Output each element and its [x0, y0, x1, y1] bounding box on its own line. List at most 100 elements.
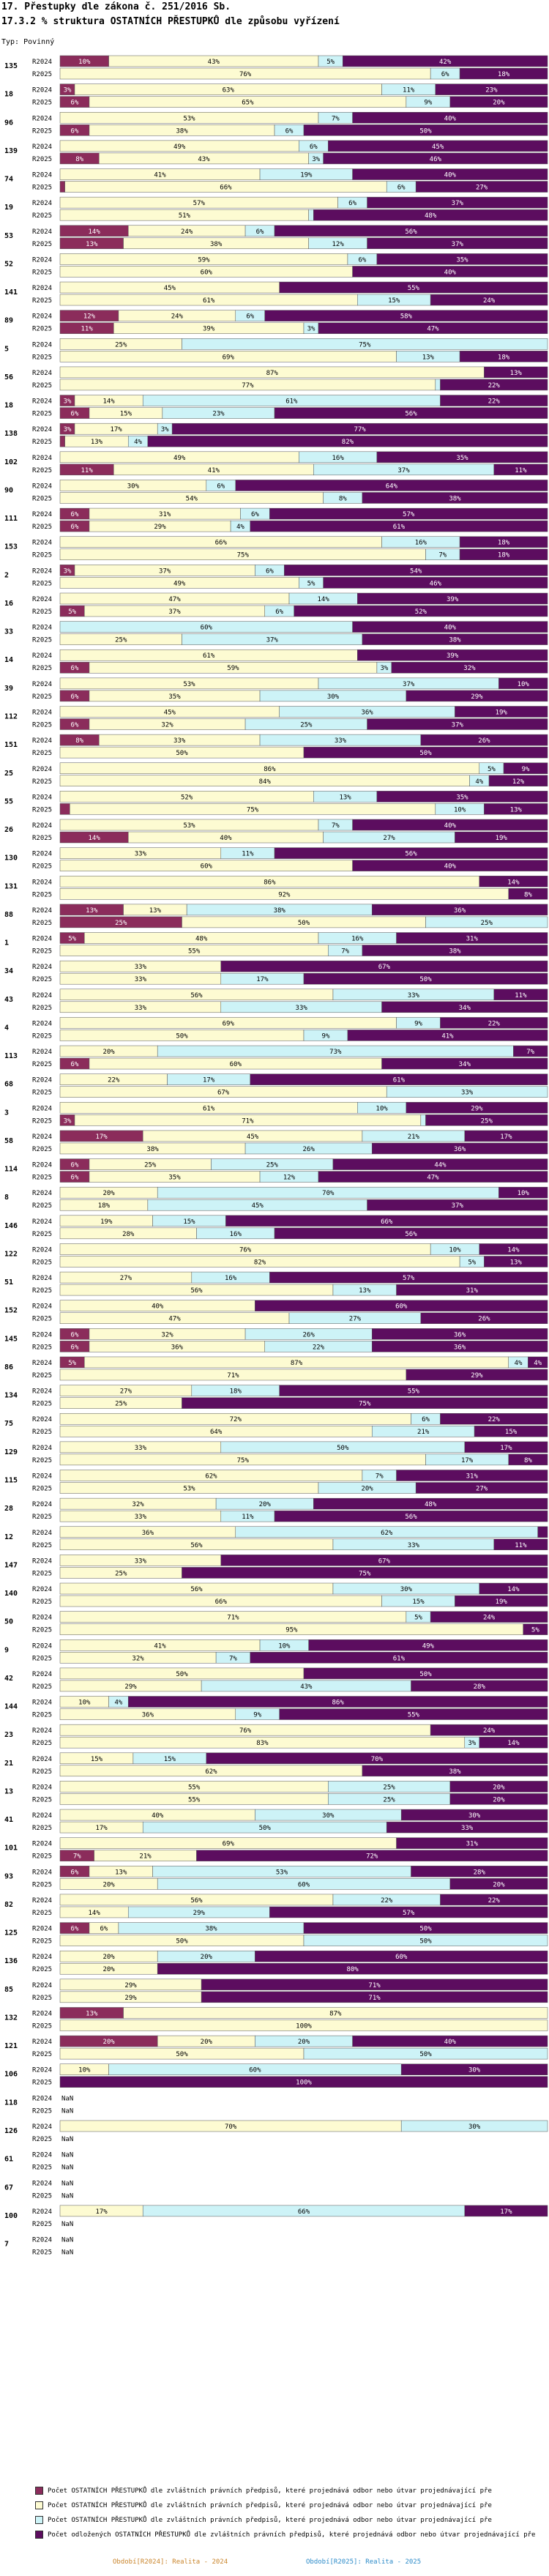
bar-value-label: 35% — [168, 693, 181, 701]
bar-segment — [255, 1300, 548, 1311]
row-label: R2024 — [32, 625, 52, 632]
bar-value-label: 18% — [230, 1388, 242, 1396]
bar-value-label: 6% — [71, 411, 79, 418]
bar-value-label: 6% — [246, 313, 254, 321]
bar-segment — [303, 1667, 548, 1680]
footer-period-2025: Období[R2025]: Realita - 2025 — [306, 2558, 422, 2566]
row-label: R2025 — [32, 1655, 52, 1662]
bar-value-label: 8% — [524, 891, 532, 898]
bar-value-label: 6% — [100, 1926, 108, 1933]
group-label: 86 — [4, 1363, 13, 1371]
bar-segment — [371, 1142, 548, 1155]
bar-value-label: 40% — [152, 1812, 164, 1820]
row-label: R2025 — [32, 835, 52, 842]
row-label: R2025 — [32, 665, 52, 672]
bar-value-label: 50% — [176, 2051, 188, 2058]
bar-segment — [406, 690, 548, 702]
bar-value-label: 36% — [454, 1344, 466, 1351]
row-label: R2024 — [32, 256, 52, 264]
bar-segment — [459, 67, 548, 80]
bar-segment — [269, 507, 548, 520]
row-label: R2025 — [32, 1881, 52, 1888]
row-label: R2025 — [32, 1457, 52, 1464]
bar-segment — [537, 1526, 548, 1538]
bar-value-label: 13% — [149, 907, 162, 915]
bar-value-label: 9% — [322, 1032, 330, 1040]
bar-value-label: 40% — [152, 1303, 164, 1311]
row-label: R2025 — [32, 806, 52, 814]
row-label: R2024 — [32, 1727, 52, 1735]
bar-segment — [435, 83, 548, 95]
group-label: 25 — [4, 770, 13, 778]
bar-value-label: 41% — [154, 172, 166, 179]
bar-value-label: 13% — [510, 370, 523, 377]
bar-value-label: 55% — [188, 1796, 201, 1803]
row-label: R2024 — [32, 907, 52, 915]
row-label: R2024 — [32, 115, 52, 122]
bar-value-label: 24% — [483, 1727, 496, 1735]
chart-legend: Počet OSTATNÍCH PŘESTUPKŮ dle zvláštních… — [35, 2484, 548, 2542]
group-label: 135 — [4, 62, 18, 70]
bar-value-label: 6% — [251, 511, 259, 518]
bar-value-label: 59% — [227, 665, 239, 672]
bar-value-label: 42% — [439, 59, 452, 66]
bar-value-label: 13% — [91, 439, 103, 446]
bar-segment — [323, 152, 548, 165]
bar-segment — [440, 1412, 548, 1425]
bar-value-label: 66% — [220, 185, 232, 192]
bar-value-label: 39% — [447, 596, 459, 603]
row-label: R2024 — [32, 794, 52, 801]
group-label: 152 — [4, 1307, 18, 1315]
row-label: R2024 — [32, 172, 52, 179]
bar-segment — [123, 2007, 548, 2019]
bar-value-label: 67% — [217, 1090, 230, 1097]
bar-segment — [371, 1341, 548, 1352]
group-label: 13 — [4, 1787, 13, 1795]
bar-value-label: 17% — [500, 1445, 512, 1452]
row-label: R2025 — [32, 156, 52, 163]
group-label: 147 — [4, 1561, 18, 1569]
bar-value-label: 40% — [444, 269, 457, 276]
bar-value-label: 22% — [488, 1020, 501, 1027]
bar-value-label: 33% — [335, 737, 347, 745]
bar-value-label: 26% — [478, 1316, 490, 1323]
group-label: 7 — [4, 2241, 9, 2249]
row-label: R2025 — [32, 1514, 52, 1521]
bar-segment — [279, 1708, 548, 1720]
bar-segment — [493, 989, 548, 1001]
row-label: R2025 — [32, 2107, 52, 2115]
group-label: 145 — [4, 1335, 18, 1343]
bar-segment — [308, 209, 314, 221]
group-label: 75 — [4, 1420, 13, 1428]
bar-segment — [376, 451, 548, 464]
bar-value-label: 55% — [188, 948, 201, 956]
bar-value-label: 62% — [205, 1768, 217, 1776]
row-label: R2025 — [32, 1429, 52, 1436]
bar-segment — [332, 1158, 548, 1170]
bar-value-label: 40% — [444, 2039, 457, 2046]
bar-value-label: 37% — [159, 567, 171, 575]
bar-value-label: 50% — [176, 1671, 188, 1678]
bar-value-label: 87% — [266, 370, 279, 377]
bar-segment — [362, 1765, 548, 1777]
legend-label: Počet OSTATNÍCH PŘESTUPKŮ dle zvláštních… — [48, 2487, 492, 2495]
row-label: R2025 — [32, 948, 52, 956]
bar-value-label: 15% — [388, 297, 400, 305]
bar-value-label: 20% — [493, 100, 505, 107]
bar-segment — [498, 677, 548, 690]
row-label: R2024 — [32, 426, 52, 433]
row-label: R2025 — [32, 1401, 52, 1408]
bar-value-label: 5% — [68, 608, 76, 616]
group-label: 55 — [4, 797, 13, 805]
group-label: 146 — [4, 1222, 18, 1230]
bar-value-label: 15% — [412, 1598, 425, 1606]
bar-value-label: 84% — [259, 778, 272, 786]
bar-value-label: 25% — [383, 1796, 395, 1803]
bar-value-label: 3% — [468, 1740, 476, 1747]
group-label: 42 — [4, 1675, 13, 1683]
bar-value-label: 6% — [71, 1162, 79, 1169]
bar-value-label: 60% — [298, 1881, 310, 1888]
bar-segment — [357, 649, 548, 661]
group-label: 111 — [4, 515, 18, 523]
bar-value-label: 40% — [444, 863, 457, 871]
